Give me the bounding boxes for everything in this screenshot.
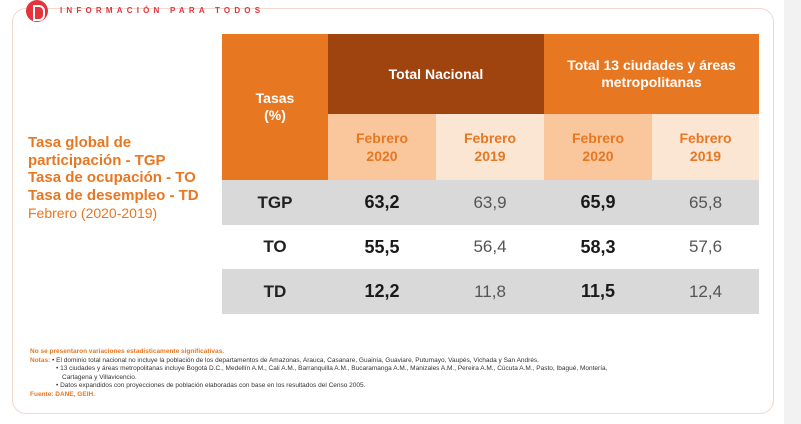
- subheader-year: 2019: [474, 148, 506, 164]
- subheader-nac-2020: Febrero 2020: [328, 114, 436, 180]
- indicator-title: Tasa global de participación - TGP Tasa …: [28, 134, 228, 222]
- row-label-td: TD: [263, 281, 287, 301]
- table-cell: 65,8: [688, 192, 723, 212]
- row-label-tgp: TGP: [257, 192, 293, 212]
- header-total-nacional: Total Nacional: [328, 34, 544, 114]
- footnotes: No se presentaron variaciones estadístic…: [30, 348, 770, 400]
- row-label-to: TO: [263, 237, 287, 256]
- subheader-ciud-2020: Febrero 2020: [544, 114, 652, 180]
- subheader-nac-2019: Febrero 2019: [436, 114, 544, 180]
- notas-label: Notas:: [30, 356, 51, 364]
- header-tasas-line1: Tasas: [255, 90, 295, 106]
- subheader-year: 2020: [582, 148, 614, 164]
- source-note: Fuente: DANE, GEIH.: [30, 390, 96, 398]
- table-cell: 11,8: [474, 281, 506, 301]
- subheader-month: Febrero: [463, 130, 517, 146]
- subheader-year: 2019: [689, 148, 722, 164]
- subheader-month: Febrero: [679, 130, 732, 146]
- dane-logo-icon: [26, 0, 48, 22]
- note-1: Notas: • El dominio total nacional no in…: [30, 357, 770, 366]
- header-tasas-line2: (%): [264, 107, 286, 123]
- significance-note: No se presentaron variaciones estadístic…: [30, 348, 224, 355]
- title-line-1: Tasa global de: [28, 134, 132, 151]
- table-cell: 55,5: [364, 236, 400, 257]
- title-period: Febrero (2020-2019): [28, 205, 158, 221]
- row-bg-tgp: [222, 180, 759, 225]
- table-cell: 11,5: [580, 281, 616, 301]
- header-tasas: Tasas (%): [222, 34, 328, 180]
- subheader-ciud-2019: Febrero 2019: [652, 114, 759, 180]
- title-line-2: participación - TGP: [28, 151, 166, 169]
- table-cell: 58,3: [580, 236, 616, 257]
- table-cell: 57,6: [688, 237, 723, 256]
- note-2: • 13 ciudades y áreas metropolitanas inc…: [56, 365, 608, 373]
- side-strip: [784, 0, 801, 424]
- table-cell: 56,4: [473, 237, 507, 256]
- note-3: • Datos expandidos con proyecciones de p…: [56, 382, 366, 390]
- table-cell: 12,2: [364, 281, 400, 301]
- table-cell: 63,2: [364, 192, 400, 212]
- table-cell: 12,4: [688, 281, 723, 301]
- title-line-4: Tasa de desempleo - TD: [28, 186, 199, 204]
- note-1-text: • El dominio total nacional no incluye l…: [52, 356, 539, 364]
- note-2-cont: Cartagena y Villavicencio.: [62, 373, 137, 381]
- row-bg-td: [222, 269, 759, 314]
- subheader-month: Febrero: [355, 130, 409, 146]
- tagline: INFORMACIÓN PARA TODOS: [60, 6, 265, 15]
- title-line-3: Tasa de ocupación - TO: [28, 169, 196, 186]
- table-cell: 63,9: [473, 192, 507, 212]
- header-13-ciudades: Total 13 ciudades y áreas metropolitanas: [544, 34, 759, 114]
- subheader-year: 2020: [366, 148, 398, 164]
- subheader-month: Febrero: [571, 130, 625, 146]
- table-cell: 65,9: [580, 192, 616, 212]
